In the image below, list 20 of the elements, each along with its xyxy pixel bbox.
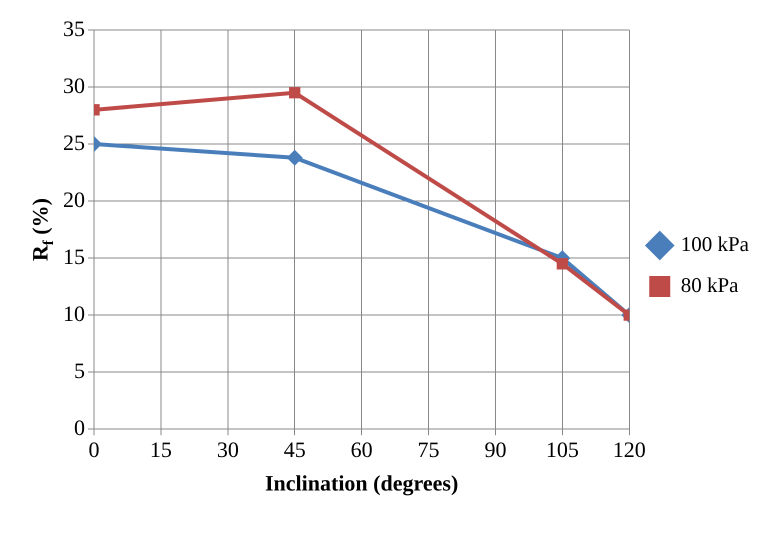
x-axis-title: Inclination (degrees) — [264, 470, 458, 496]
y-tick-label: 15 — [63, 244, 85, 269]
legend-label: 80 kPa — [680, 273, 740, 298]
y-tick-label: 25 — [63, 130, 85, 155]
y-axis-title: Rf (%) — [28, 198, 57, 262]
x-tick-label: 105 — [546, 437, 579, 462]
x-tick-label: 90 — [484, 437, 506, 462]
y-tick-label: 35 — [63, 16, 85, 41]
x-tick-label: 30 — [216, 437, 239, 462]
y-tick-label: 5 — [74, 358, 85, 383]
x-tick-label: 60 — [350, 437, 373, 462]
y-tick-label: 30 — [63, 72, 85, 98]
x-tick-label: 120 — [612, 437, 646, 462]
y-tick-label: 10 — [63, 300, 85, 326]
x-tick-label: 75 — [418, 437, 440, 462]
legend-label: 100 kPa — [680, 232, 750, 256]
y-tick-label: 0 — [74, 414, 85, 440]
y-tick-label: 20 — [63, 186, 85, 212]
x-tick-label: 15 — [150, 437, 172, 462]
x-tick-label: 45 — [284, 437, 306, 462]
